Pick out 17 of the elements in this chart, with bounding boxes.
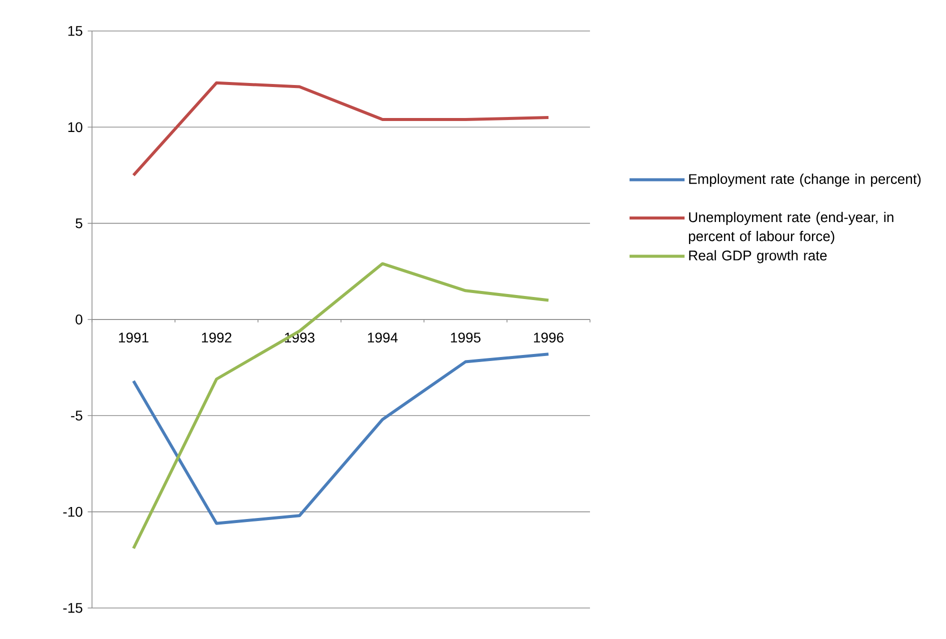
legend-label: Unemployment rate (end-year, in percent of labour force) [688,212,894,244]
x-tick-label: 1991 [119,332,148,343]
x-tick-label: 1992 [202,332,232,343]
legend-label: Real GDP growth rate [689,250,827,264]
y-tick-label: -10 [63,506,82,517]
x-tick-label: 1996 [534,332,564,343]
y-tick-label: 10 [68,122,82,132]
line-series [132,81,550,177]
y-tick-label: 0 [76,314,82,324]
y-tick-label: 5 [76,218,82,228]
line-series [132,352,550,525]
x-tick-label: 1995 [450,332,480,343]
x-tick-label: 1994 [368,332,398,343]
y-tick-label: -15 [63,603,82,613]
y-tick-label: 15 [68,26,82,36]
legend-label: Employment rate (change in percent) [689,174,921,187]
y-tick-label: -5 [71,410,82,421]
